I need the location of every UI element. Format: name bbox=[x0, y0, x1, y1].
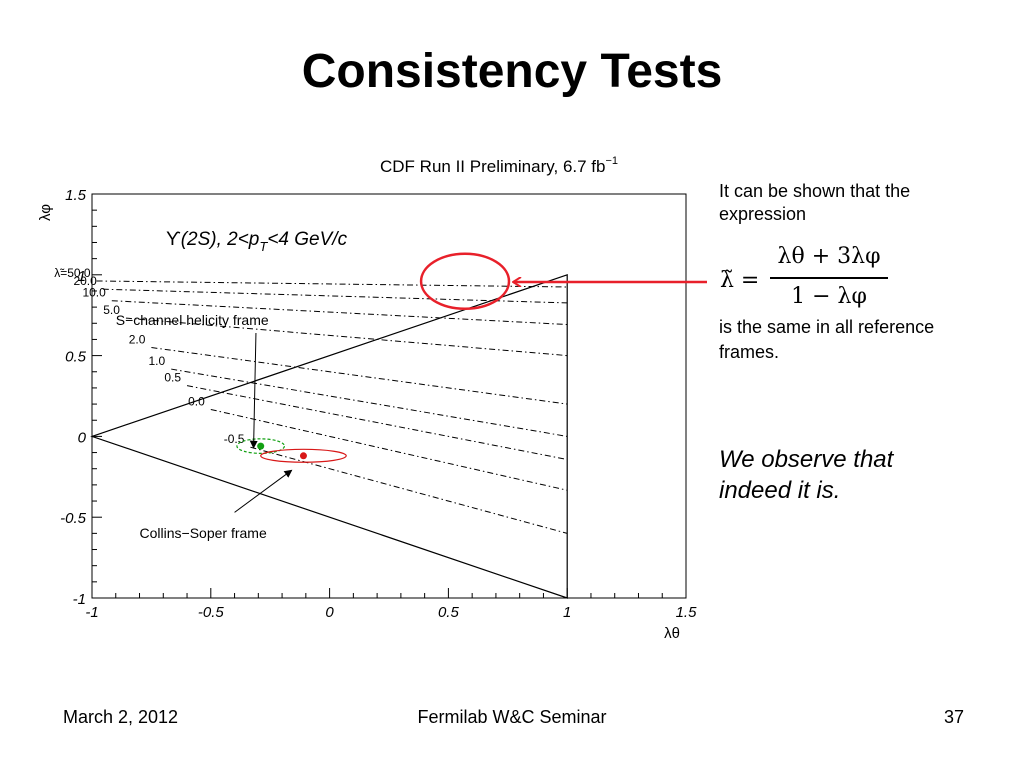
frame-invariance-text: is the same in all reference frames. bbox=[719, 317, 935, 362]
contour-line-6 bbox=[111, 300, 568, 326]
annotation-label-0: S−channel helicity frame bbox=[116, 312, 269, 328]
annotation-label-1: Collins−Soper frame bbox=[140, 525, 267, 541]
contour-label-2: 0.5 bbox=[164, 371, 181, 385]
contour-line-2 bbox=[186, 385, 568, 460]
contour-line-3 bbox=[171, 368, 568, 437]
chart-title-main: CDF Run II Preliminary, 6.7 fb bbox=[380, 157, 605, 176]
contour-label-0: -0.5 bbox=[224, 432, 245, 446]
contour-line-8 bbox=[96, 280, 568, 288]
contour-line-4 bbox=[151, 347, 568, 405]
chart-title: CDF Run II Preliminary, 6.7 fb−1 bbox=[380, 155, 618, 176]
x-axis-label: λθ bbox=[664, 625, 680, 642]
contour-label-1: 0.0 bbox=[188, 394, 205, 408]
y-tick-label-4: 1 bbox=[78, 268, 86, 285]
y-tick-label-2: 0 bbox=[78, 429, 87, 446]
slide-title: Consistency Tests bbox=[301, 45, 723, 98]
x-tick-label-1: -0.5 bbox=[198, 604, 225, 621]
contour-label-8: λ̃=50.0 bbox=[54, 266, 91, 280]
chart-subtitle: ϒ(2S), 2<pT<4 GeV/c bbox=[166, 229, 348, 254]
subtitle-post: <4 GeV/c bbox=[267, 229, 347, 250]
contour-label-7: 20.0 bbox=[73, 274, 97, 288]
slide-number: 37 bbox=[943, 707, 964, 727]
annotation-arrow-0 bbox=[249, 332, 258, 449]
highlight-ellipse bbox=[419, 252, 511, 310]
formula-numerator: λθ + 3λφ bbox=[777, 244, 881, 269]
frame-ellipse-1 bbox=[260, 448, 347, 463]
x-tick-label-4: 1 bbox=[563, 604, 571, 621]
y-axis-label: λφ bbox=[37, 204, 54, 221]
x-tick-label-5: 1.5 bbox=[676, 604, 698, 621]
y-tick-label-1: -0.5 bbox=[60, 510, 87, 527]
formula-lhs: λ̃ = bbox=[720, 268, 760, 293]
subtitle-main: (2S), 2<p bbox=[181, 229, 260, 250]
explanation-text: It can be shown that the expression bbox=[719, 181, 911, 224]
contour-label-6: 10.0 bbox=[82, 286, 106, 300]
x-tick-label-2: 0 bbox=[325, 604, 334, 621]
footer-date: March 2, 2012 bbox=[63, 707, 179, 727]
annotation-arrow-1 bbox=[234, 469, 293, 513]
contour-line-0 bbox=[250, 446, 568, 534]
contour-line-7 bbox=[102, 288, 568, 304]
contour-label-5: 5.0 bbox=[103, 303, 120, 317]
frame-point-0 bbox=[257, 442, 265, 450]
subtitle-sub: T bbox=[259, 239, 268, 254]
x-tick-label-3: 0.5 bbox=[438, 604, 460, 621]
plot-frame bbox=[91, 193, 687, 599]
subtitle-upsilon: ϒ bbox=[166, 229, 181, 250]
observation-text: We observe that indeed it is. bbox=[719, 446, 894, 504]
frame-point-1 bbox=[299, 452, 307, 460]
contour-label-4: 2.0 bbox=[129, 333, 146, 347]
contour-line-5 bbox=[125, 317, 568, 357]
footer-event: Fermilab W&C Seminar bbox=[417, 707, 607, 727]
contour-label-3: 1.0 bbox=[149, 354, 166, 368]
y-tick-label-0: -1 bbox=[73, 591, 86, 608]
y-tick-label-3: 0.5 bbox=[65, 349, 87, 366]
frame-ellipse-0 bbox=[236, 438, 286, 454]
fraction-bar bbox=[770, 277, 888, 279]
x-tick-label-0: -1 bbox=[85, 604, 98, 621]
formula-denominator: 1 − λφ bbox=[791, 284, 867, 309]
chart-title-sup: −1 bbox=[605, 155, 618, 167]
contour-line-1 bbox=[210, 408, 568, 491]
y-tick-label-5: 1.5 bbox=[65, 187, 87, 204]
